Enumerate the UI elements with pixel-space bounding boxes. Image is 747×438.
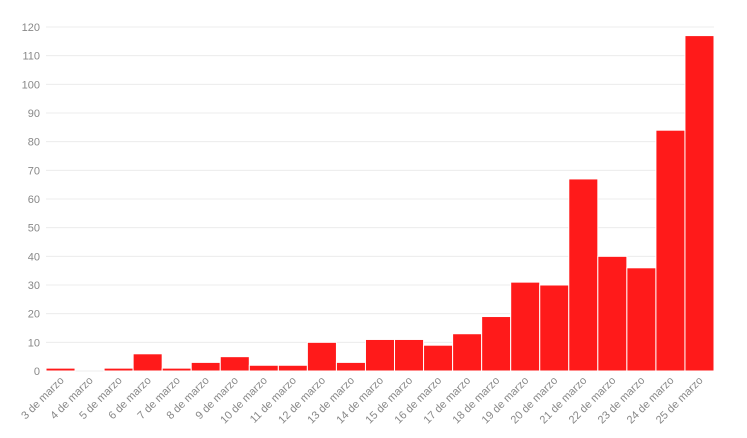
y-tick-label: 0 <box>34 366 40 378</box>
bar <box>190 361 221 372</box>
bar <box>423 344 454 372</box>
bar <box>568 178 599 372</box>
bar <box>277 364 308 372</box>
bar <box>364 338 396 372</box>
bar <box>539 284 570 372</box>
bar <box>132 353 163 372</box>
bar <box>103 367 134 372</box>
bar <box>684 35 715 372</box>
y-tick-label: 30 <box>28 280 40 292</box>
y-tick-label: 10 <box>28 337 40 349</box>
bar <box>597 255 628 372</box>
y-tick-label: 70 <box>28 165 40 177</box>
bar <box>248 364 279 372</box>
y-tick-label: 20 <box>28 309 40 321</box>
bar <box>45 367 76 372</box>
y-tick-label: 110 <box>22 51 40 63</box>
bar <box>626 267 657 372</box>
y-tick-label: 100 <box>22 79 40 91</box>
y-tick-label: 50 <box>28 223 40 235</box>
bar <box>306 341 337 372</box>
y-tick-label: 90 <box>28 108 40 120</box>
bar <box>394 338 425 372</box>
bar <box>655 129 686 372</box>
y-tick-label: 40 <box>28 251 40 263</box>
bar <box>335 361 366 372</box>
bar <box>481 316 512 372</box>
y-tick-label: 80 <box>28 137 40 149</box>
bar <box>452 333 483 372</box>
bar <box>219 356 250 372</box>
y-tick-label: 120 <box>22 22 40 34</box>
bar <box>510 281 541 372</box>
y-tick-label: 60 <box>28 194 40 206</box>
bar <box>161 367 192 372</box>
